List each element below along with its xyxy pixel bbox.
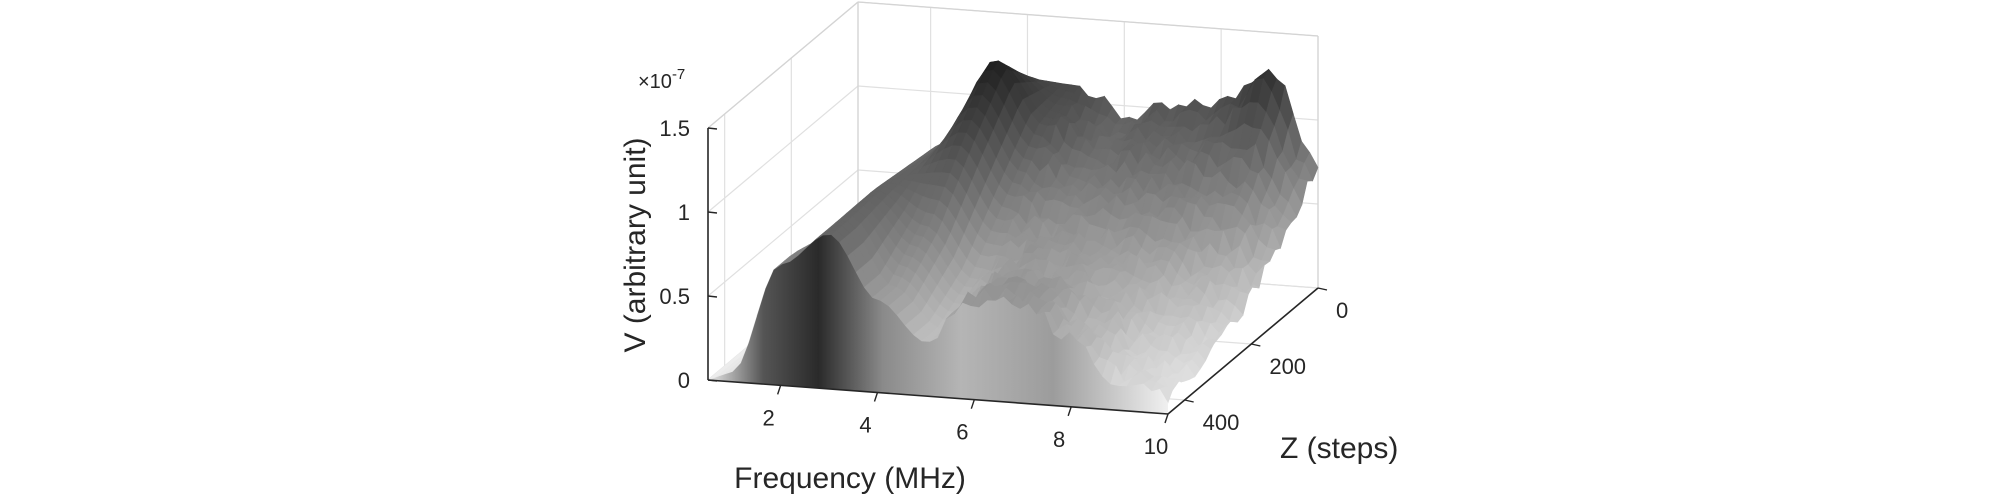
y-axis-line: [1167, 287, 1319, 415]
x-tick-label: 6: [956, 420, 968, 445]
z-exponent-base: ×10: [638, 71, 672, 93]
x-tick-label: 4: [859, 413, 871, 438]
y-tick: [1251, 343, 1261, 347]
y-axis-ticks: 0 200 400: [1184, 287, 1348, 435]
x-tick-label: 8: [1053, 427, 1065, 452]
pane-edge: [707, 1, 859, 129]
x-tick: [970, 399, 975, 409]
x-tick: [1164, 413, 1169, 424]
gridline-z-left: [707, 85, 859, 213]
z-tick-label: 0.5: [659, 284, 690, 309]
z-tick-label: 1: [678, 200, 690, 225]
y-axis-label: Z (steps): [1280, 432, 1398, 465]
x-axis-ticks: 2 4 6 8 10: [763, 385, 1169, 459]
z-tick-label: 1.5: [659, 116, 690, 141]
z-tick: [707, 127, 718, 130]
z-exponent-power: -7: [672, 66, 685, 83]
front-curtain: [708, 234, 1168, 414]
z-tick: [707, 211, 718, 214]
x-tick: [1067, 406, 1072, 417]
y-tick-label: 0: [1336, 298, 1348, 323]
y-tick: [1184, 399, 1194, 403]
x-tick-label: 10: [1144, 434, 1168, 459]
gridline-z-left: [707, 169, 859, 297]
axis-lines: [707, 128, 1319, 415]
z-tick: [707, 379, 718, 382]
x-axis-line: [707, 379, 1169, 415]
pane-edge: [857, 1, 1319, 37]
surface-front-wall: [708, 234, 1168, 414]
x-tick: [776, 385, 782, 395]
z-axis-exponent: ×10-7: [638, 66, 685, 93]
z-tick-label: 0: [678, 368, 690, 393]
y-tick-label: 400: [1203, 410, 1240, 435]
z-axis-label: V (arbitrary unit): [619, 137, 652, 352]
x-axis-label: Frequency (MHz): [734, 462, 966, 495]
z-tick: [707, 295, 718, 298]
x-tick: [873, 392, 879, 402]
z-axis-ticks: 0 0.5 1 1.5: [659, 116, 718, 393]
y-tick: [1317, 287, 1328, 291]
y-tick-label: 200: [1269, 354, 1306, 379]
x-tick-label: 2: [763, 405, 775, 430]
